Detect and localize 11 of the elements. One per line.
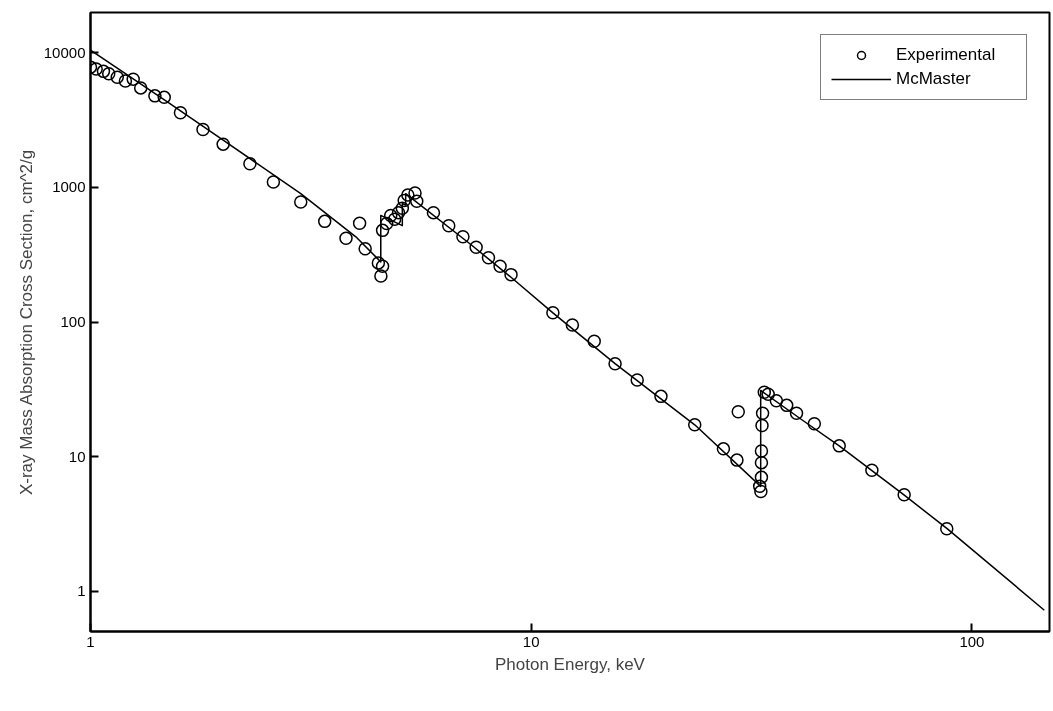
legend-label: McMaster — [896, 69, 972, 89]
y-tick-label: 10000 — [43, 43, 86, 61]
y-tick-label: 10 — [68, 447, 86, 465]
y-axis-title: X-ray Mass Absorption Cross Section, cm^2/g — [16, 149, 36, 496]
y-tick-label: 100 — [60, 313, 86, 330]
x-tick-label: 10 — [522, 632, 540, 650]
y-tick-label: 1 — [77, 582, 86, 600]
y-tick-label: 1000 — [52, 178, 86, 196]
legend-label: Experimental — [896, 45, 997, 65]
x-tick-label: 100 — [959, 632, 985, 650]
x-axis-title: Photon Energy, keV — [495, 654, 646, 674]
